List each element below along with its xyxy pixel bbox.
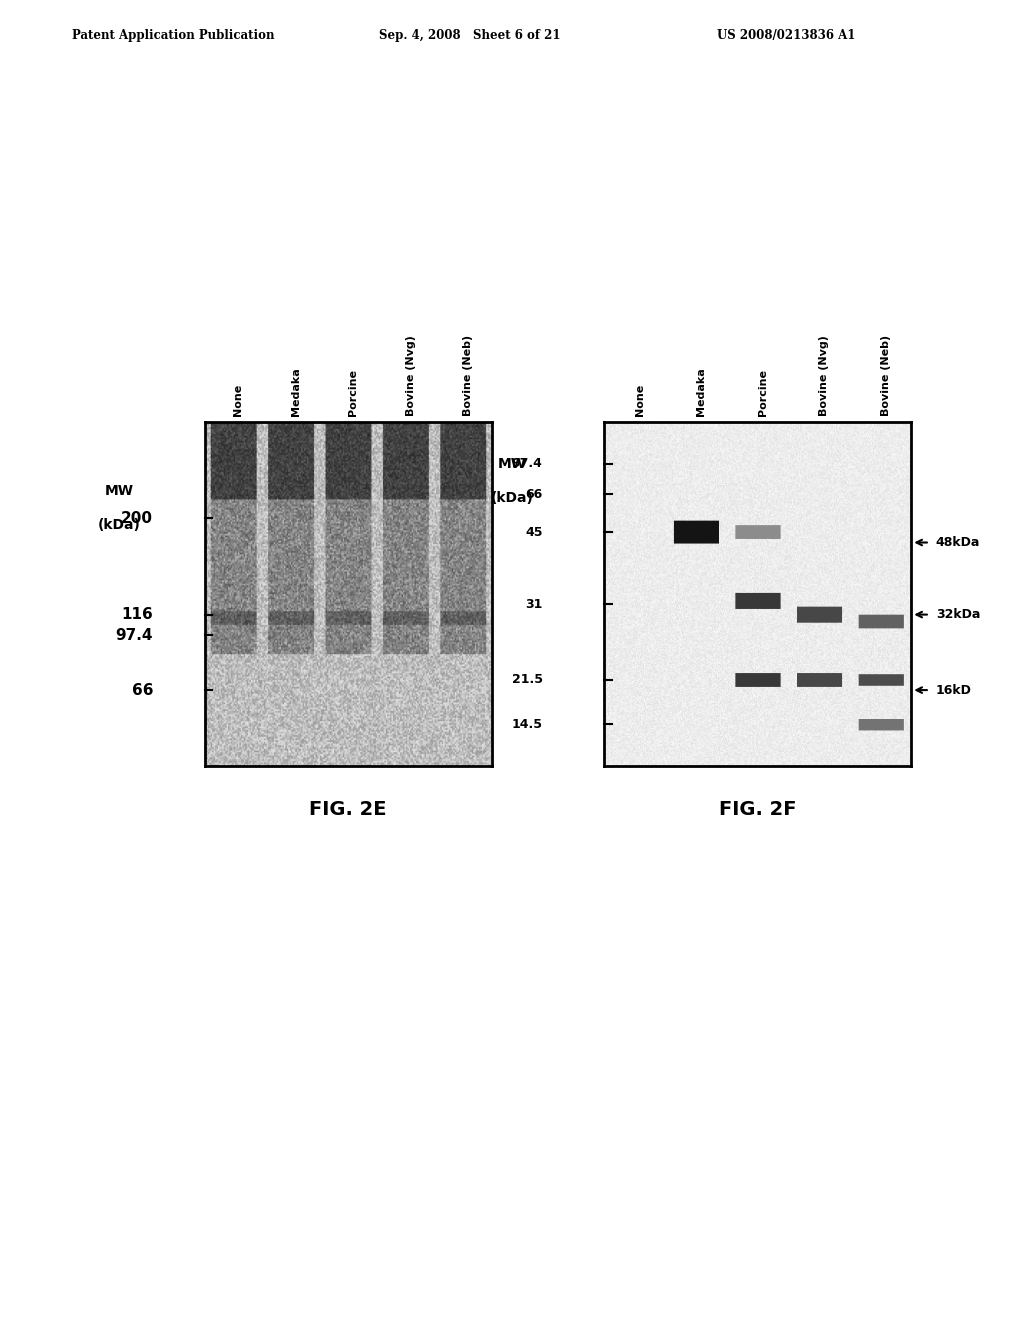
- Text: Sep. 4, 2008   Sheet 6 of 21: Sep. 4, 2008 Sheet 6 of 21: [379, 29, 560, 42]
- Text: 16kD: 16kD: [936, 684, 972, 697]
- Text: Medaka: Medaka: [696, 367, 707, 416]
- Text: 200: 200: [121, 511, 154, 525]
- Text: Porcine: Porcine: [348, 368, 358, 416]
- Text: 45: 45: [525, 525, 543, 539]
- Text: None: None: [233, 383, 244, 416]
- Text: Patent Application Publication: Patent Application Publication: [72, 29, 274, 42]
- Text: 97.4: 97.4: [116, 628, 154, 643]
- Text: Bovine (Nvg): Bovine (Nvg): [406, 335, 416, 416]
- Text: MW: MW: [104, 484, 133, 498]
- Text: 66: 66: [132, 682, 154, 697]
- Text: (kDa): (kDa): [97, 519, 140, 532]
- Text: 97.4: 97.4: [512, 457, 543, 470]
- Text: None: None: [635, 383, 645, 416]
- Text: 21.5: 21.5: [512, 673, 543, 686]
- Text: Bovine (Neb): Bovine (Neb): [881, 334, 891, 416]
- Text: Bovine (Neb): Bovine (Neb): [463, 334, 473, 416]
- Text: MW: MW: [498, 457, 526, 471]
- Text: 66: 66: [525, 488, 543, 502]
- Text: Bovine (Nvg): Bovine (Nvg): [819, 335, 829, 416]
- Text: Medaka: Medaka: [291, 367, 301, 416]
- Text: (kDa): (kDa): [490, 491, 534, 506]
- Text: FIG. 2F: FIG. 2F: [719, 800, 797, 818]
- Text: US 2008/0213836 A1: US 2008/0213836 A1: [717, 29, 855, 42]
- Text: 48kDa: 48kDa: [936, 536, 980, 549]
- Text: 116: 116: [122, 607, 154, 622]
- Text: FIG. 2E: FIG. 2E: [309, 800, 387, 818]
- Text: Porcine: Porcine: [758, 368, 768, 416]
- Text: 32kDa: 32kDa: [936, 609, 980, 622]
- Text: 14.5: 14.5: [512, 718, 543, 731]
- Text: 31: 31: [525, 598, 543, 611]
